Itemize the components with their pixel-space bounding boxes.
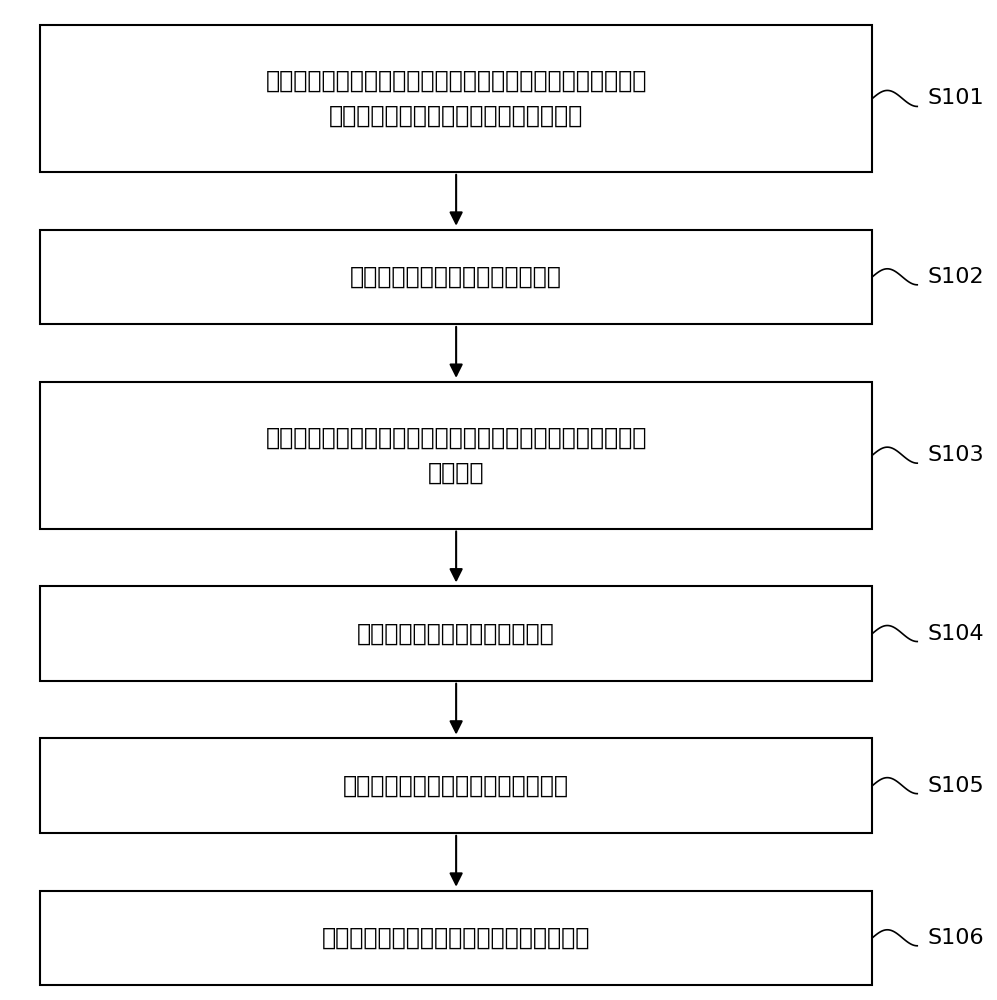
Bar (40, 586, 872, 681)
Bar (40, 25, 872, 172)
Bar (40, 891, 872, 985)
Text: 在所述堆叠结构的所述绝缘层之间形成栅极: 在所述堆叠结构的所述绝缘层之间形成栅极 (322, 926, 590, 950)
Text: 形成贯穿所述堆叠结构并暴露所述堆叠结构中的底部牺牲层的
栅线缝隙: 形成贯穿所述堆叠结构并暴露所述堆叠结构中的底部牺牲层的 栅线缝隙 (265, 425, 647, 485)
Bar (40, 230, 872, 324)
Text: 提供衬底，在所述衬底上形成堆叠结构，所述堆叠结构包括底
部牺牲层以及交替层叠的牺牲层及绝缘层: 提供衬底，在所述衬底上形成堆叠结构，所述堆叠结构包括底 部牺牲层以及交替层叠的牺… (265, 69, 647, 128)
Text: S106: S106 (927, 928, 984, 948)
Text: 在所述源极层的表面形成第一隔离层: 在所述源极层的表面形成第一隔离层 (343, 774, 569, 798)
Bar (40, 738, 872, 833)
Text: 形成贯穿所述堆叠结构的沟道结构: 形成贯穿所述堆叠结构的沟道结构 (350, 265, 562, 289)
Text: S104: S104 (927, 624, 984, 644)
Text: S102: S102 (927, 267, 984, 287)
Text: S103: S103 (927, 445, 984, 465)
Text: S105: S105 (927, 776, 984, 796)
Text: S101: S101 (927, 88, 984, 108)
Text: 替换所述底部牺牲层形成源极层: 替换所述底部牺牲层形成源极层 (357, 622, 555, 646)
Bar (40, 382, 872, 529)
